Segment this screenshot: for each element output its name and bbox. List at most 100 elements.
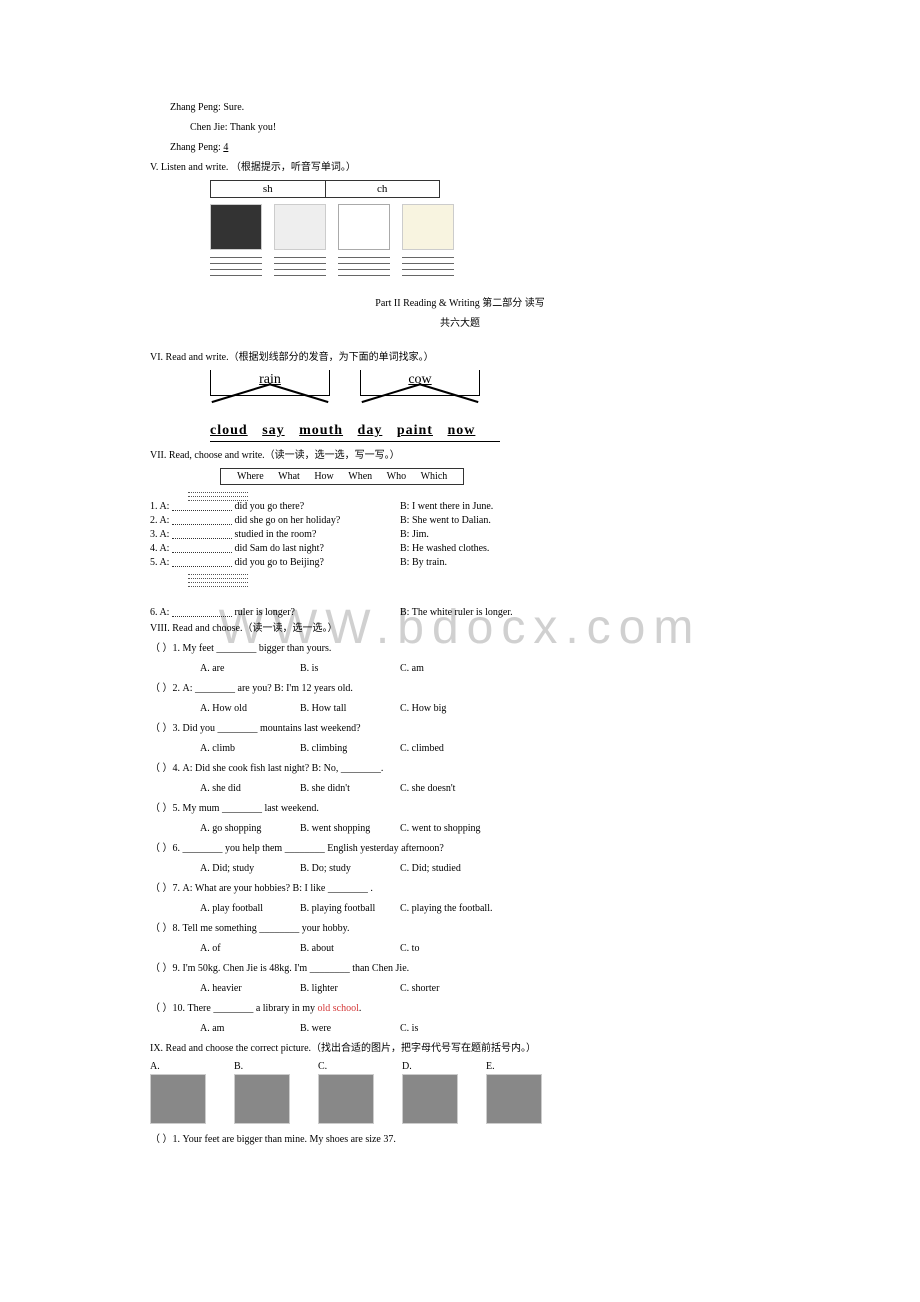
viii-5-a: A. go shopping: [200, 821, 300, 837]
word-mouth: mouth: [299, 423, 343, 439]
q4-num: 4.: [150, 543, 158, 554]
viii-8-c: C. to: [400, 941, 500, 957]
viii-4-n: 4.: [173, 763, 181, 774]
viii-5-q: My mum ________ last weekend.: [183, 803, 319, 814]
section-vi-title: VI. Read and write.（根据划线部分的发音，为下面的单词找家。）: [150, 350, 770, 366]
q2-a: did she go on her holiday?: [234, 515, 340, 526]
pic-b: [234, 1074, 290, 1124]
viii-2-b: B. How tall: [300, 701, 400, 717]
pic-e-label: E.: [486, 1061, 542, 1072]
viii-8-q: Tell me something ________ your hobby.: [183, 923, 350, 934]
viii-8-b: B. about: [300, 941, 400, 957]
viii-9-b: B. lighter: [300, 981, 400, 997]
word-now: now: [447, 423, 475, 439]
viii-1-b: B. is: [300, 661, 400, 677]
viii-8-a: A. of: [200, 941, 300, 957]
q3-a: studied in the room?: [234, 529, 316, 540]
house2-text: cow: [408, 372, 431, 387]
viii-q10: （ ）10. There ________ a library in my ol…: [150, 1001, 770, 1037]
word-say: say: [262, 423, 284, 439]
viii-4-b: B. she didn't: [300, 781, 400, 797]
picture-row: A. B. C. D. E.: [150, 1061, 770, 1124]
q2-num: 2.: [150, 515, 158, 526]
vii-q3: 3. A: studied in the room? B: Jim.: [150, 529, 770, 540]
wh-who: Who: [387, 471, 406, 482]
viii-1-n: 1.: [173, 643, 181, 654]
viii-q6: （ ）6. ________ you help them ________ En…: [150, 841, 770, 877]
viii-2-a: A. How old: [200, 701, 300, 717]
viii-3-n: 3.: [173, 723, 181, 734]
word-day: day: [358, 423, 383, 439]
q3-num: 3.: [150, 529, 158, 540]
pic-a: [150, 1074, 206, 1124]
dialogue-l3-prefix: Zhang Peng:: [170, 142, 223, 153]
word-cloud: cloud: [210, 423, 248, 439]
section-ix-title: IX. Read and choose the correct picture.…: [150, 1041, 770, 1057]
ch-label: ch: [326, 181, 440, 197]
q5-a: did you go to Beijing?: [234, 557, 323, 568]
viii-5-b: B. went shopping: [300, 821, 400, 837]
viii-q4: （ ）4. A: Did she cook fish last night? B…: [150, 761, 770, 797]
viii-7-b: B. playing football: [300, 901, 400, 917]
viii-6-n: 6.: [173, 843, 181, 854]
image-sheep: [338, 204, 390, 250]
pic-b-label: B.: [234, 1061, 290, 1072]
section-vii-title: VII. Read, choose and write.（读一读，选一选，写一写…: [150, 448, 770, 464]
viii-3-b: B. climbing: [300, 741, 400, 757]
viii-9-q: I'm 50kg. Chen Jie is 48kg. I'm ________…: [183, 963, 410, 974]
viii-1-q: My feet ________ bigger than yours.: [183, 643, 332, 654]
viii-10-n: 10.: [173, 1003, 186, 1014]
viii-4-q: A: Did she cook fish last night? B: No, …: [183, 763, 384, 774]
viii-3-q: Did you ________ mountains last weekend?: [183, 723, 361, 734]
q1-b: B: I went there in June.: [400, 501, 493, 512]
viii-1-c: C. am: [400, 661, 500, 677]
part2-title-2: 共六大题: [150, 316, 770, 332]
vii-q4: 4. A: did Sam do last night? B: He washe…: [150, 543, 770, 554]
q6-num: 6.: [150, 607, 158, 618]
viii-3-c: C. climbed: [400, 741, 500, 757]
sh-ch-images: [210, 204, 770, 276]
viii-2-c: C. How big: [400, 701, 500, 717]
q2-b: B: She went to Dalian.: [400, 515, 491, 526]
viii-6-a: A. Did; study: [200, 861, 300, 877]
q1-a: did you go there?: [234, 501, 304, 512]
viii-q8: （ ）8. Tell me something ________ your ho…: [150, 921, 770, 957]
word-paint: paint: [397, 423, 433, 439]
viii-q2: （ ）2. A: ________ are you? B: I'm 12 yea…: [150, 681, 770, 717]
pic-e: [486, 1074, 542, 1124]
viii-5-n: 5.: [173, 803, 181, 814]
wh-when: When: [348, 471, 372, 482]
image-shirt: [274, 204, 326, 250]
q6-a: ruler is longer?: [234, 607, 295, 618]
house-cow: cow: [360, 374, 480, 419]
viii-2-q: A: ________ are you? B: I'm 12 years old…: [183, 683, 353, 694]
q3-b: B: Jim.: [400, 529, 429, 540]
viii-4-a: A. she did: [200, 781, 300, 797]
image-chick: [402, 204, 454, 250]
wh-which: Which: [421, 471, 448, 482]
part2-title-1: Part II Reading & Writing 第二部分 读写: [150, 296, 770, 312]
house1-text: rain: [259, 372, 281, 387]
vii-q2: 2. A: did she go on her holiday? B: She …: [150, 515, 770, 526]
viii-q3: （ ）3. Did you ________ mountains last we…: [150, 721, 770, 757]
viii-10-c: C. is: [400, 1021, 500, 1037]
q5-b: B: By train.: [400, 557, 447, 568]
wh-words-box: Where What How When Who Which: [220, 468, 464, 485]
vii-q6: 6. A: ruler is longer? B: The white rule…: [150, 607, 770, 618]
sh-label: sh: [211, 181, 326, 197]
q5-num: 5.: [150, 557, 158, 568]
wh-where: Where: [237, 471, 264, 482]
house-rain: rain: [210, 374, 330, 419]
pic-c-label: C.: [318, 1061, 374, 1072]
section-viii-title: VIII. Read and choose.（读一读，选一选。）: [150, 621, 770, 637]
ix-q1: （ ）1. Your feet are bigger than mine. My…: [150, 1132, 770, 1148]
viii-q7: （ ）7. A: What are your hobbies? B: I lik…: [150, 881, 770, 917]
viii-10-b: B. were: [300, 1021, 400, 1037]
dialogue-l3-blank: 4: [223, 142, 228, 153]
viii-6-c: C. Did; studied: [400, 861, 500, 877]
pic-c: [318, 1074, 374, 1124]
viii-9-c: C. shorter: [400, 981, 500, 997]
viii-1-a: A. are: [200, 661, 300, 677]
section-v-title: V. Listen and write. （根据提示，听音写单词。）: [150, 160, 770, 176]
viii-9-a: A. heavier: [200, 981, 300, 997]
